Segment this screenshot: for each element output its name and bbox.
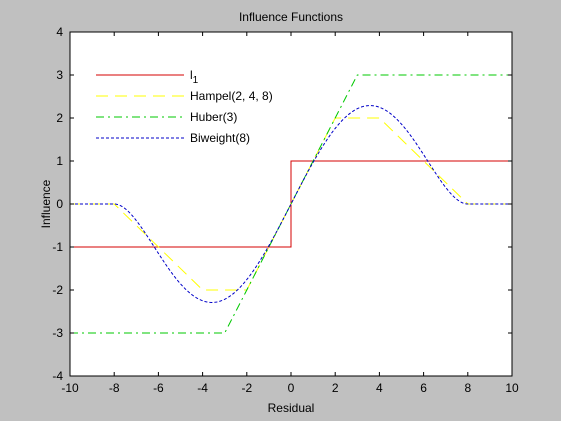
legend-label-1: Hampel(2, 4, 8) <box>190 89 273 103</box>
x-tick-label: -10 <box>61 381 79 395</box>
x-tick-label: 8 <box>464 381 471 395</box>
y-tick-label: -4 <box>52 369 63 383</box>
x-tick-label: 2 <box>332 381 339 395</box>
x-tick-label: 6 <box>420 381 427 395</box>
y-tick-label: 4 <box>56 25 63 39</box>
series-layer <box>70 74 512 334</box>
x-tick-label: -4 <box>197 381 208 395</box>
legend-label-3: Biweight(8) <box>190 131 250 145</box>
y-tick-label: -1 <box>52 240 63 254</box>
y-tick-label: 2 <box>56 111 63 125</box>
x-tick-label: 0 <box>288 381 295 395</box>
y-tick-label: -3 <box>52 326 63 340</box>
legend: l1 Hampel(2, 4, 8) Huber(3) Biweight(8) <box>96 68 273 145</box>
y-tick-label: -2 <box>52 283 63 297</box>
x-tick-label: 10 <box>505 381 519 395</box>
series-line-2 <box>70 74 512 334</box>
legend-label-text: l <box>190 68 193 82</box>
legend-label-2: Huber(3) <box>190 110 237 124</box>
y-tick-label: 0 <box>56 197 63 211</box>
legend-label-text: Biweight(8) <box>190 131 250 145</box>
series-line-3 <box>70 105 512 303</box>
x-tick-label: 4 <box>376 381 383 395</box>
y-axis-label: Influence <box>39 179 53 228</box>
legend-label-text: Huber(3) <box>190 110 237 124</box>
x-tick-label: -8 <box>109 381 120 395</box>
chart-title: Influence Functions <box>239 10 343 24</box>
legend-label-0: l1 <box>190 68 199 86</box>
x-tick-label: -6 <box>153 381 164 395</box>
y-tick-label: 3 <box>56 68 63 82</box>
legend-label-subscript: 1 <box>193 75 199 86</box>
x-axis-label: Residual <box>268 401 315 415</box>
legend-label-text: Hampel(2, 4, 8) <box>190 89 273 103</box>
series-line-1 <box>70 117 512 291</box>
y-tick-label: 1 <box>56 154 63 168</box>
x-tick-label: -2 <box>241 381 252 395</box>
